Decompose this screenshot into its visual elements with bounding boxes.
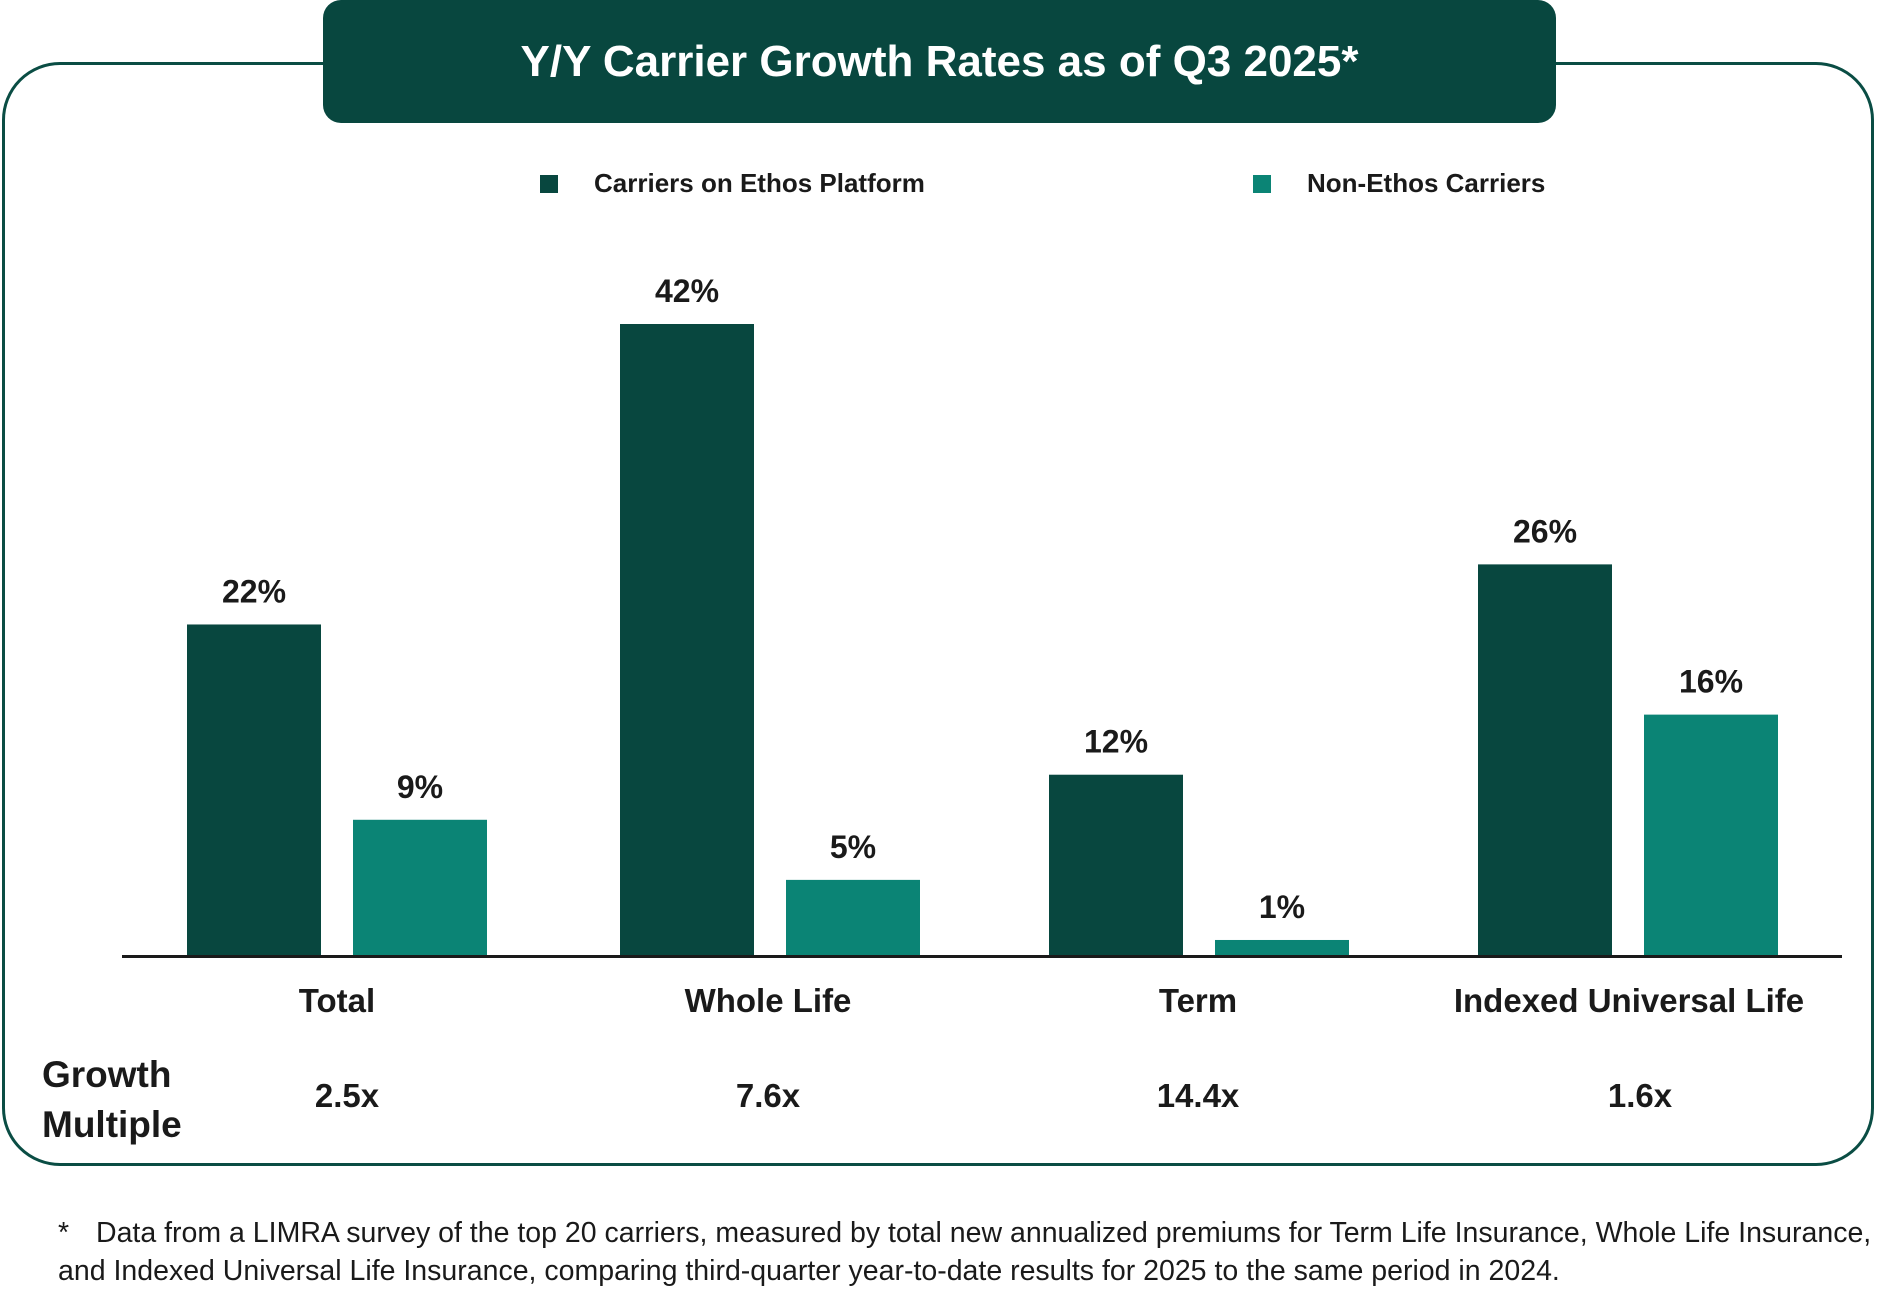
chart-title: Y/Y Carrier Growth Rates as of Q3 2025*	[520, 36, 1359, 86]
legend-label-ethos: Carriers on Ethos Platform	[594, 168, 925, 198]
bar-indexed-universal-life-ethos	[1478, 564, 1612, 955]
legend-item-non-ethos: Non-Ethos Carriers	[1253, 168, 1545, 199]
data-label-indexed-universal-life-ethos: 26%	[1513, 513, 1577, 549]
category-label-term: Term	[1158, 982, 1238, 1019]
footnote: * Data from a LIMRA survey of the top 20 …	[58, 1214, 1886, 1290]
growth-multiple-indexed-universal-life: 1.6x	[1607, 1077, 1673, 1114]
data-label-term-non-ethos: 1%	[1259, 889, 1305, 925]
bar-chart: 22% 9% 42% 5% 12% 1% 26% 16%	[122, 273, 1842, 958]
data-label-total-ethos: 22%	[222, 573, 286, 609]
legend-item-ethos: Carriers on Ethos Platform	[540, 168, 925, 199]
bar-term-ethos	[1049, 774, 1183, 955]
footnote-marker: *	[58, 1217, 70, 1249]
legend-label-non-ethos: Non-Ethos Carriers	[1307, 168, 1546, 198]
growth-multiple-term: 14.4x	[1156, 1077, 1240, 1114]
data-label-total-non-ethos: 9%	[397, 769, 443, 805]
category-label-total: Total	[298, 982, 376, 1019]
footnote-text: Data from a LIMRA survey of the top 20 c…	[58, 1217, 1872, 1287]
bar-whole-life-ethos	[620, 324, 754, 955]
bar-total-non-ethos	[353, 819, 487, 955]
category-label-whole-life: Whole Life	[684, 982, 852, 1019]
data-label-whole-life-ethos: 42%	[655, 273, 719, 309]
chart-title-banner: Y/Y Carrier Growth Rates as of Q3 2025*	[323, 0, 1556, 123]
bar-term-non-ethos	[1215, 939, 1349, 955]
growth-multiple-total: 2.5x	[314, 1077, 380, 1114]
data-label-whole-life-non-ethos: 5%	[830, 829, 876, 865]
legend-swatch-ethos	[540, 174, 558, 193]
data-label-term-ethos: 12%	[1084, 724, 1148, 760]
legend-swatch-non-ethos	[1253, 174, 1271, 193]
category-label-indexed-universal-life: Indexed Universal Life	[1453, 982, 1805, 1019]
growth-multiple-title: Growth Multiple	[42, 1054, 182, 1145]
bar-whole-life-non-ethos	[786, 879, 920, 955]
growth-multiple-whole-life: 7.6x	[735, 1077, 801, 1114]
bar-indexed-universal-life-non-ethos	[1644, 714, 1778, 955]
bar-total-ethos	[187, 624, 321, 955]
data-label-indexed-universal-life-non-ethos: 16%	[1679, 664, 1743, 700]
